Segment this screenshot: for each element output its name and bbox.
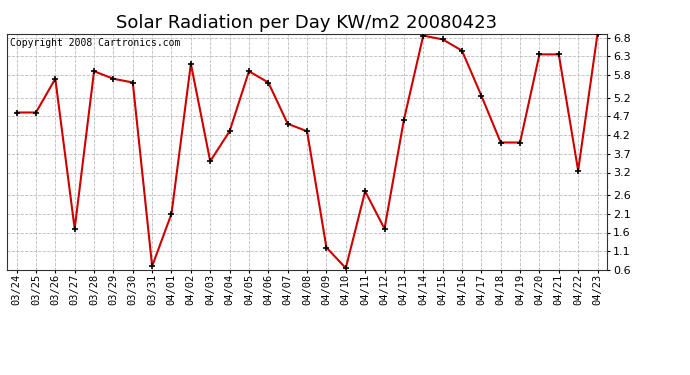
Text: Copyright 2008 Cartronics.com: Copyright 2008 Cartronics.com	[10, 39, 180, 48]
Title: Solar Radiation per Day KW/m2 20080423: Solar Radiation per Day KW/m2 20080423	[117, 14, 497, 32]
